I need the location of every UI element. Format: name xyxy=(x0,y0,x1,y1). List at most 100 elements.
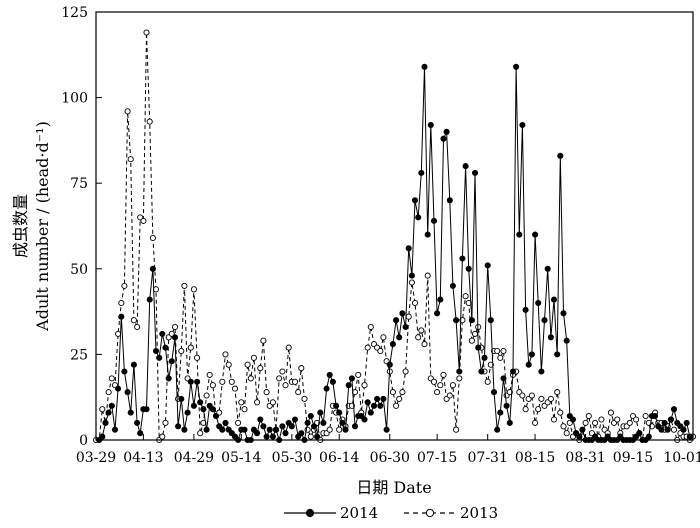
y-tick-label: 75 xyxy=(70,176,88,192)
data-point-2014 xyxy=(272,426,280,433)
data-point-2013 xyxy=(377,347,384,355)
data-point-2014 xyxy=(187,378,194,385)
data-point-2013 xyxy=(149,234,156,242)
data-point-2014 xyxy=(645,433,652,440)
legend-marker-2014 xyxy=(305,508,315,518)
data-point-2014 xyxy=(317,409,324,416)
data-point-2013 xyxy=(99,406,106,413)
data-point-2014 xyxy=(118,313,125,320)
data-point-2013 xyxy=(528,392,535,399)
data-point-2014 xyxy=(579,426,586,433)
data-point-2013 xyxy=(225,361,232,368)
data-point-2014 xyxy=(266,426,273,433)
data-point-2014 xyxy=(326,371,333,378)
data-point-2013 xyxy=(206,371,213,378)
data-point-2014 xyxy=(314,433,321,440)
data-point-2013 xyxy=(282,382,289,389)
data-point-2013 xyxy=(582,419,589,426)
data-point-2013 xyxy=(194,354,201,361)
data-point-2014 xyxy=(434,310,441,317)
data-point-2013 xyxy=(263,389,270,396)
data-point-2014 xyxy=(661,419,668,426)
data-point-2014 xyxy=(130,361,137,368)
x-tick-label: 04-29 xyxy=(174,450,214,466)
data-point-2013 xyxy=(550,416,558,423)
data-point-2013 xyxy=(494,347,501,355)
data-point-2014 xyxy=(478,368,485,375)
data-point-2014 xyxy=(209,406,216,413)
data-point-2013 xyxy=(187,344,194,351)
data-point-2014 xyxy=(99,433,106,440)
data-point-2014 xyxy=(550,296,558,303)
data-point-2014 xyxy=(490,389,498,396)
data-point-2014 xyxy=(137,430,144,437)
data-point-2013 xyxy=(484,378,491,385)
data-point-2014 xyxy=(576,433,583,440)
data-point-2013 xyxy=(633,416,640,423)
data-point-2014 xyxy=(399,310,406,317)
data-point-2014 xyxy=(184,409,191,416)
data-point-2013 xyxy=(269,399,276,406)
data-point-2013 xyxy=(497,354,504,361)
data-point-2014 xyxy=(370,402,378,409)
data-point-2014 xyxy=(298,430,305,437)
data-point-2013 xyxy=(250,354,257,361)
data-point-2013 xyxy=(402,368,409,375)
data-point-2013 xyxy=(670,426,678,433)
data-point-2013 xyxy=(411,299,419,307)
data-point-2014 xyxy=(380,395,387,402)
legend: 2014 2013 xyxy=(284,504,498,522)
data-point-2014 xyxy=(282,430,289,437)
axis-ticks xyxy=(95,11,685,441)
data-point-2013 xyxy=(121,282,128,289)
data-point-2013 xyxy=(222,351,229,358)
data-point-2013 xyxy=(449,382,456,389)
data-point-2013 xyxy=(257,365,264,372)
data-point-2014 xyxy=(111,426,119,433)
data-point-2014 xyxy=(374,395,381,402)
data-point-2013 xyxy=(399,389,406,396)
data-point-2014 xyxy=(683,419,690,426)
data-point-2013 xyxy=(607,409,614,416)
data-point-2013 xyxy=(380,334,387,341)
data-point-2013 xyxy=(326,426,333,433)
data-point-2013 xyxy=(244,361,251,368)
data-point-2014 xyxy=(494,426,501,433)
data-point-2014 xyxy=(497,409,504,416)
data-point-2013 xyxy=(178,347,185,355)
data-point-2014 xyxy=(181,426,188,433)
data-point-2014 xyxy=(143,406,150,413)
data-point-2013 xyxy=(554,389,561,396)
data-point-2014 xyxy=(178,395,185,402)
data-point-2014 xyxy=(658,426,665,433)
data-point-2014 xyxy=(424,231,431,238)
data-point-2014 xyxy=(127,409,134,416)
data-point-2014 xyxy=(437,296,444,303)
data-point-2014 xyxy=(162,344,169,351)
tick-labels: 0 25 50 75 100 125 03-29 04-13 04-29 05-14 05-30 06… xyxy=(61,5,700,466)
data-point-2014 xyxy=(149,265,156,272)
data-point-2014 xyxy=(449,282,456,289)
data-point-2014 xyxy=(152,347,160,355)
data-point-2014 xyxy=(500,375,507,382)
data-point-2014 xyxy=(165,375,172,382)
data-point-2014 xyxy=(563,337,570,344)
data-point-2013 xyxy=(471,330,479,337)
data-point-2013 xyxy=(291,378,299,385)
data-point-2013 xyxy=(500,347,507,355)
data-point-2014 xyxy=(194,378,201,385)
data-point-2013 xyxy=(437,382,444,389)
data-point-2014 xyxy=(367,409,374,416)
data-point-2013 xyxy=(241,406,248,413)
data-point-2013 xyxy=(468,337,475,344)
data-point-2013 xyxy=(295,389,302,396)
data-point-2014 xyxy=(257,416,264,423)
data-point-2013 xyxy=(560,423,567,430)
data-point-2014 xyxy=(389,341,396,348)
data-point-2013 xyxy=(415,334,422,341)
data-point-2014 xyxy=(105,409,112,416)
x-tick-label: 06-30 xyxy=(370,450,410,466)
data-point-2014 xyxy=(538,368,545,375)
data-point-2013 xyxy=(557,409,564,416)
data-point-2014 xyxy=(260,423,267,430)
